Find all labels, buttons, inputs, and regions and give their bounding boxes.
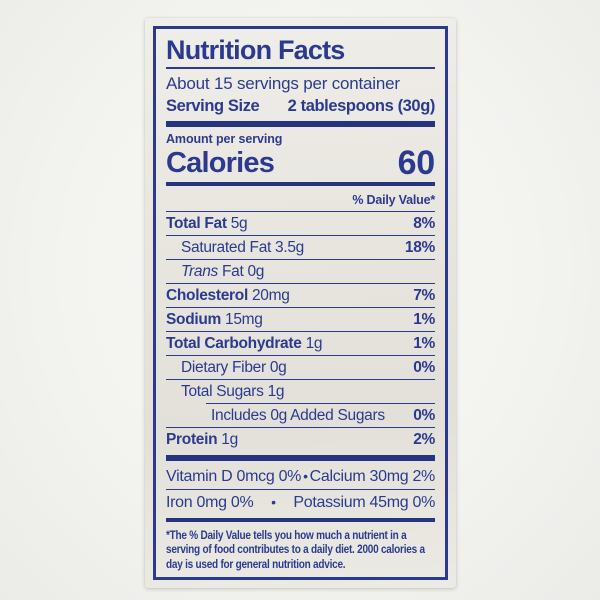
nutrient-text: Includes 0g Added Sugars: [166, 407, 385, 424]
nutrient-name: Includes 0g Added Sugars: [211, 406, 385, 424]
nutrient-rows: Total Fat 5g 8% Saturated Fat 3.5g 18% Trans…: [166, 212, 435, 451]
micronutrient-left: Iron 0mg 0%: [166, 494, 254, 512]
nutrient-row-saturated-fat: Saturated Fat 3.5g 18%: [166, 236, 435, 259]
nutrient-row-total-sugars: Total Sugars 1g: [166, 380, 435, 403]
medium-separator-bar: [166, 182, 435, 186]
calories-value: 60: [397, 144, 436, 183]
row-separator: [166, 378, 435, 380]
row-separator: [206, 402, 435, 404]
nutrient-name: Sodium: [166, 310, 222, 328]
nutrient-name: Dietary Fiber: [181, 358, 266, 376]
daily-value-percent: 0%: [413, 406, 435, 424]
nutrient-text: Dietary Fiber 0g: [166, 358, 287, 376]
nutrient-row-protein: Protein 1g 2%: [166, 428, 435, 451]
amount-per-serving-label: Amount per serving: [166, 132, 283, 147]
nutrient-name: Total Fat: [166, 214, 227, 232]
nutrient-row-sodium: Sodium 15mg 1%: [166, 308, 435, 331]
nutrient-amount: 1g: [301, 334, 323, 352]
nutrient-name: Protein: [166, 430, 218, 448]
row-separator: [166, 258, 435, 260]
daily-value-percent: 0%: [413, 358, 435, 376]
thick-separator-bar: [166, 121, 435, 128]
serving-size-label: Serving Size: [166, 97, 260, 115]
calories-label: Calories: [166, 147, 275, 180]
micronutrient-left: Vitamin D 0mcg 0%: [166, 468, 302, 486]
serving-size-value: 2 tablespoons (30g): [287, 97, 436, 115]
nutrient-text: Total Carbohydrate 1g: [166, 334, 323, 352]
micronutrient-row: Iron 0mg 0% • Potassium 45mg 0%: [166, 490, 435, 515]
bullet-separator: •: [271, 494, 276, 511]
micronutrient-separator: [166, 489, 435, 491]
nutrient-amount: 15mg: [221, 310, 263, 328]
micronutrient-right: Potassium 45mg 0%: [293, 494, 435, 512]
nutrient-text: Sodium 15mg: [166, 311, 263, 328]
nutrient-row-dietary-fiber: Dietary Fiber 0g 0%: [166, 356, 435, 379]
nutrient-text: Total Fat 5g: [166, 214, 248, 232]
micronutrients-section: Vitamin D 0mcg 0% • Calcium 30mg 2% Iron 0m…: [166, 464, 435, 515]
nutrient-amount: 20mg: [247, 286, 290, 304]
nutrient-name: Cholesterol: [166, 286, 248, 304]
nutrient-text: Protein 1g: [166, 431, 238, 448]
micronutrient-row: Vitamin D 0mcg 0% • Calcium 30mg 2%: [166, 464, 435, 489]
thick-separator-bar-2: [166, 454, 435, 462]
nutrition-label: Nutrition Facts About 15 servings per co…: [145, 18, 456, 588]
nutrient-name: Total Sugars: [181, 382, 264, 400]
nutrient-amount: 1g: [263, 382, 285, 400]
row-separator: [166, 330, 435, 332]
nutrient-row-total-carbohydrate: Total Carbohydrate 1g 1%: [166, 332, 435, 355]
nutrient-amount: 3.5g: [271, 238, 305, 256]
nutrient-row-cholesterol: Cholesterol 20mg 7%: [166, 284, 435, 307]
bullet-separator: •: [303, 468, 308, 485]
row-separator: [166, 306, 435, 308]
nutrient-text: Cholesterol 20mg: [166, 287, 290, 304]
daily-value-header: % Daily Value*: [166, 189, 435, 212]
daily-value-percent: 8%: [413, 214, 435, 232]
nutrient-row-trans: Trans Fat 0g: [166, 260, 435, 283]
nutrient-name: Trans: [181, 262, 218, 280]
daily-value-percent: 18%: [404, 238, 435, 256]
nutrient-amount: Fat 0g: [217, 262, 265, 280]
title-divider: [166, 67, 435, 69]
nutrient-text: Total Sugars 1g: [166, 382, 285, 400]
daily-value-percent: 7%: [413, 286, 435, 304]
label-title: Nutrition Facts: [166, 35, 345, 65]
row-separator: [166, 234, 435, 236]
nutrient-row-includes-0g-added-sugars: Includes 0g Added Sugars 0%: [166, 404, 435, 427]
nutrient-text: Saturated Fat 3.5g: [166, 239, 304, 256]
nutrient-name: Saturated Fat: [181, 238, 272, 256]
nutrient-amount: 5g: [226, 214, 248, 232]
row-separator: [166, 354, 435, 356]
daily-value-footnote: *The % Daily Value tells you how much a …: [166, 527, 425, 571]
nutrient-amount: 0g: [265, 358, 287, 376]
serving-size-row: Serving Size 2 tablespoons (30g): [166, 95, 435, 117]
nutrient-name: Total Carbohydrate: [166, 334, 302, 352]
nutrient-text: Trans Fat 0g: [166, 263, 264, 280]
row-separator: [166, 426, 435, 428]
medium-separator-bar-2: [166, 518, 435, 522]
daily-value-percent: 2%: [413, 430, 435, 448]
label-border-box: Nutrition Facts About 15 servings per co…: [153, 26, 448, 580]
daily-value-percent: 1%: [413, 310, 435, 328]
nutrient-row-total-fat: Total Fat 5g 8%: [166, 212, 435, 235]
servings-per-container: About 15 servings per container: [166, 74, 400, 93]
micronutrient-right: Calcium 30mg 2%: [309, 468, 436, 486]
row-separator: [166, 282, 435, 284]
nutrient-amount: 1g: [217, 430, 238, 448]
calories-row: Calories 60: [166, 144, 436, 183]
daily-value-percent: 1%: [413, 334, 435, 352]
